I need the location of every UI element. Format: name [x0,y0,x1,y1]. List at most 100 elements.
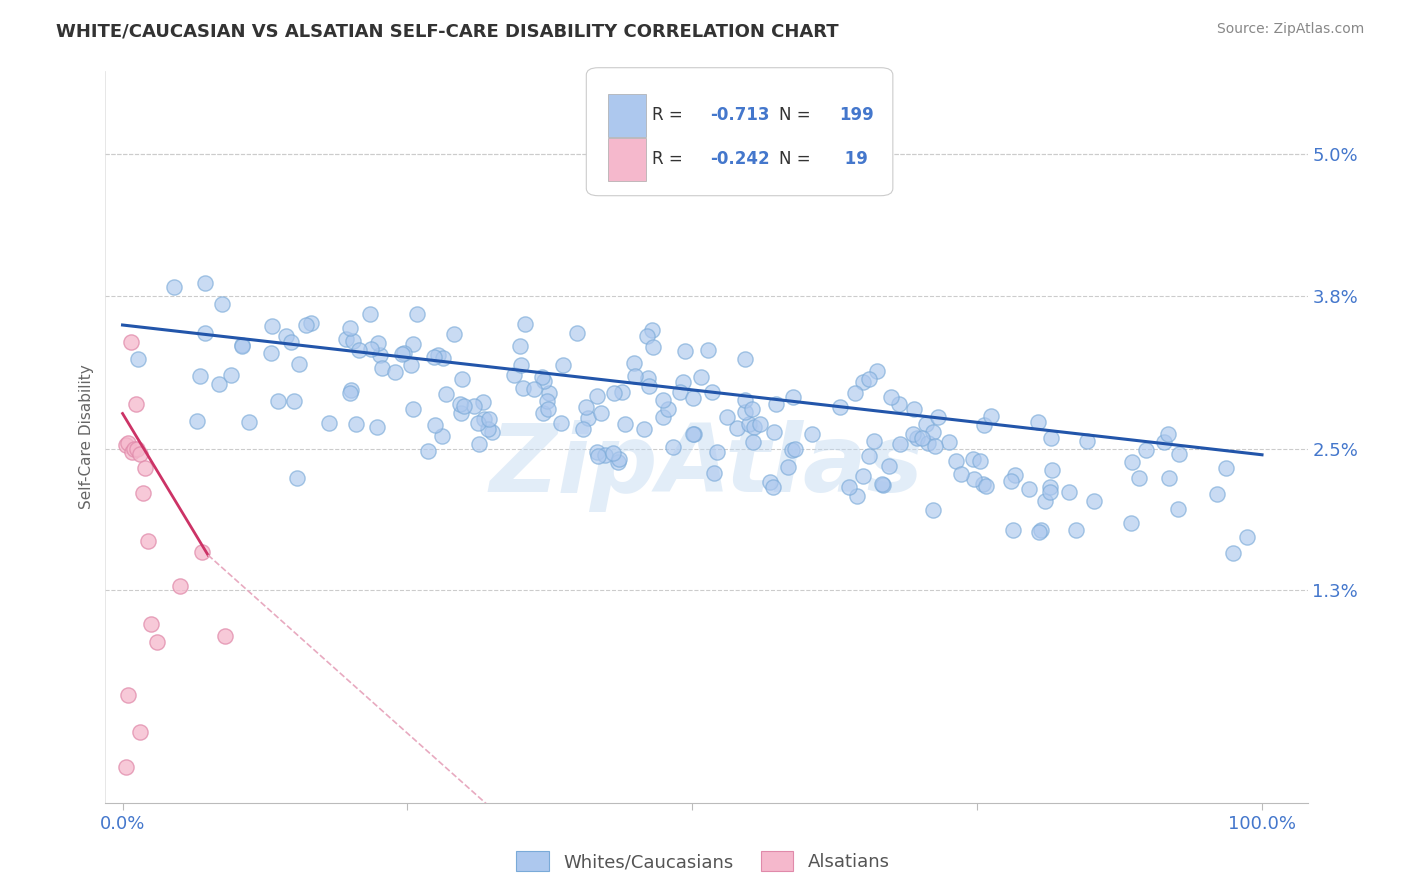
Point [194,326,217,340]
Point [267,394,290,409]
Point [866,364,889,378]
Point [1026,415,1049,429]
Point [903,402,925,417]
Point [423,350,446,364]
Point [1135,442,1157,457]
Point [283,393,305,408]
Point [614,417,637,432]
Point [219,368,242,382]
Text: R =: R = [652,106,689,124]
Point [633,422,655,436]
Point [901,426,924,441]
Point [359,307,381,321]
Point [1029,523,1052,537]
Point [139,616,162,631]
Point [950,467,973,482]
Point [1039,431,1062,445]
Point [367,336,389,351]
Point [846,489,869,503]
Text: 19: 19 [839,150,868,168]
Point [744,420,766,434]
Text: 199: 199 [839,106,873,124]
Point [191,545,214,559]
Point [450,397,472,411]
Point [762,480,785,494]
Point [513,317,536,331]
Point [862,434,884,449]
Point [394,346,416,360]
Point [652,393,675,408]
Point [512,380,534,394]
Point [1004,467,1026,482]
Point [682,427,704,442]
Point [509,339,531,353]
Point [734,393,756,408]
Point [132,486,155,500]
Point [426,348,449,362]
Point [208,376,231,391]
Point [402,401,425,416]
Point [472,395,495,409]
Point [478,412,501,426]
Point [280,334,302,349]
Point [690,369,713,384]
Point [602,446,624,460]
Point [643,340,665,354]
Point [879,390,901,404]
Point [134,460,156,475]
Point [783,442,806,457]
Point [1039,480,1062,494]
Point [858,449,880,463]
Point [575,400,598,414]
Point [725,420,748,434]
Point [188,369,211,384]
Point [657,401,679,416]
Point [844,385,866,400]
Point [443,326,465,341]
Point [567,326,589,340]
Point [344,417,367,431]
Point [776,460,799,475]
Point [339,385,361,400]
Point [765,397,787,411]
Point [593,448,616,462]
Point [606,455,628,469]
Point [1206,487,1229,501]
Point [1076,434,1098,449]
Point [673,344,696,359]
Point [533,374,555,388]
Point [586,388,609,402]
Point [889,397,911,411]
Point [274,329,297,343]
Point [169,579,191,593]
Text: -0.713: -0.713 [710,106,769,124]
Point [1002,524,1025,538]
Point [877,459,900,474]
Point [1167,502,1189,516]
Point [128,447,150,461]
FancyBboxPatch shape [586,68,893,195]
Point [468,437,491,451]
FancyBboxPatch shape [607,94,647,136]
Point [976,479,998,493]
Point [572,422,595,436]
Point [1057,484,1080,499]
Point [1121,455,1143,469]
Point [922,425,945,439]
Point [652,409,675,424]
Point [962,451,984,466]
Point [838,479,860,493]
Point [342,334,364,348]
Point [938,434,960,449]
Point [870,477,893,491]
Point [623,356,645,370]
Point [360,342,382,356]
Point [127,442,149,456]
Point [1028,524,1050,539]
Point [782,442,804,457]
Point [416,444,439,458]
Point [1035,494,1057,508]
Point [1153,435,1175,450]
Point [889,437,911,451]
Point [391,347,413,361]
